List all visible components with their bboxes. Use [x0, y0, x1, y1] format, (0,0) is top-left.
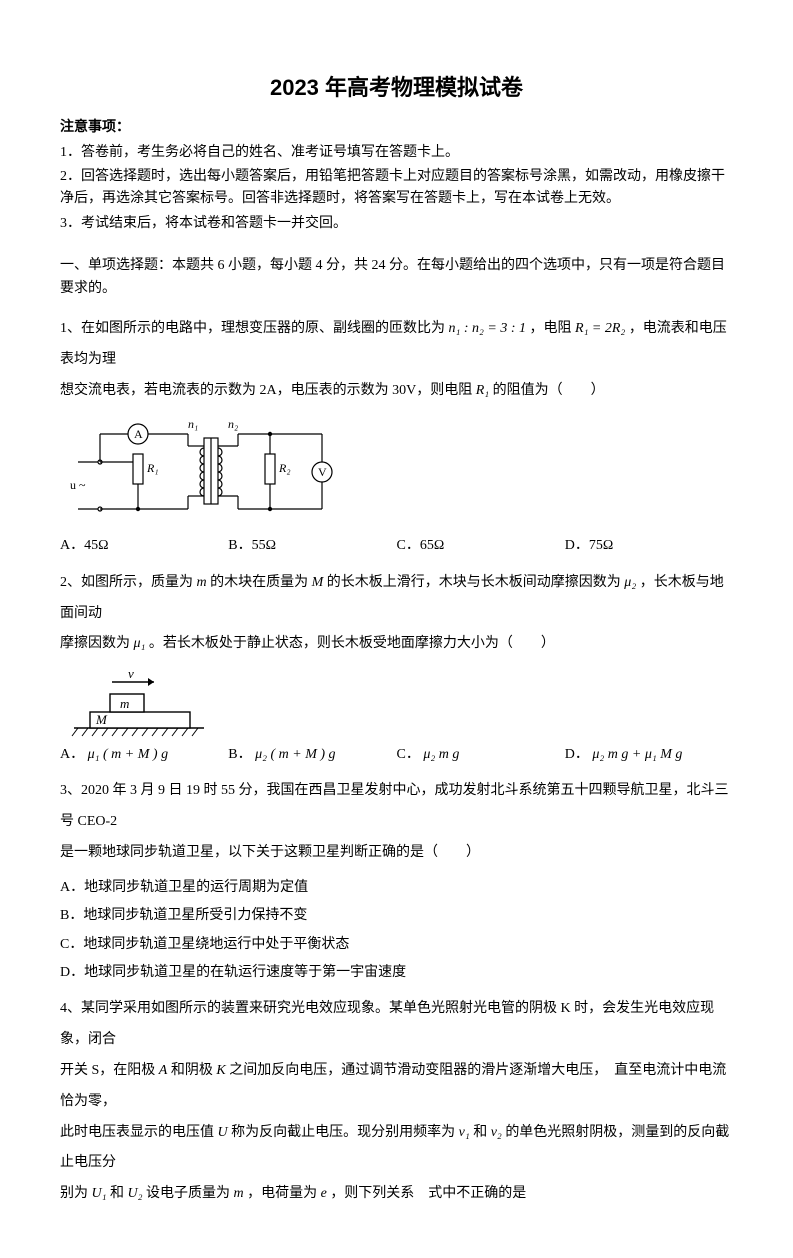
q3-line1: 3、2020 年 3 月 9 日 19 时 55 分，我国在西昌卫星发射中心，成…: [60, 783, 729, 829]
q4-l4d: ，电荷量为: [247, 1186, 321, 1201]
q4-v1: v₁: [459, 1125, 470, 1140]
q2-fig-v: v: [128, 668, 134, 681]
q4-l4c: 设电子质量为: [146, 1186, 234, 1201]
part1-heading: 一、单项选择题：本题共 6 小题，每小题 4 分，共 24 分。在每小题给出的四…: [60, 255, 733, 300]
q2-fig-M: M: [95, 712, 108, 727]
q1-figure: u ~ A V R₁ R₂ n₁ n₂: [70, 414, 733, 529]
q1-fig-R1: R₁: [146, 461, 159, 475]
q2-t3: 的长木板上滑行，木块与长木板间动摩擦因数为: [327, 575, 625, 590]
q3-opt-B: B．地球同步轨道卫星所受引力保持不变: [60, 905, 733, 927]
q2-t1: 2、如图所示，质量为: [60, 575, 197, 590]
q2-D-label: D．: [565, 747, 589, 762]
q4-l2a: 开关 S，在阳极: [60, 1063, 159, 1078]
q4: 4、某同学采用如图所示的装置来研究光电效应现象。某单色光照射光电管的阴极 K 时…: [60, 994, 733, 1210]
q4-v2: v₂: [491, 1125, 502, 1140]
q1-opt-B: B．55Ω: [228, 535, 396, 557]
q1-fig-n2: n₂: [228, 417, 238, 431]
q1-text-a: 1、在如图所示的电路中，理想变压器的原、副线圈的匝数比为: [60, 321, 449, 336]
q3: 3、2020 年 3 月 9 日 19 时 55 分，我国在西昌卫星发射中心，成…: [60, 776, 733, 868]
q3-line2: 是一颗地球同步轨道卫星，以下关于这颗卫星判断正确的是（ ）: [60, 845, 480, 860]
q1-fig-R2: R₂: [278, 461, 291, 475]
q2-opt-B: B． μ₂ ( m + M ) g: [228, 744, 396, 766]
q1-fig-n1: n₁: [188, 417, 198, 431]
q2-A-label: A．: [60, 747, 84, 762]
q2-C-math: μ₂ m g: [423, 747, 459, 762]
instruction-1: 1．答卷前，考生务必将自己的姓名、准考证号填写在答题卡上。: [60, 142, 733, 164]
q2-mu1: μ₁: [134, 636, 146, 651]
exam-title: 2023 年高考物理模拟试卷: [60, 70, 733, 105]
q2: 2、如图所示，质量为 m 的木块在质量为 M 的长木板上滑行，木块与长木板间动摩…: [60, 568, 733, 660]
q4-line1: 4、某同学采用如图所示的装置来研究光电效应现象。某单色光照射光电管的阴极 K 时…: [60, 1001, 714, 1047]
q1-circuit-svg: u ~ A V R₁ R₂ n₁ n₂: [70, 414, 350, 529]
q1-opt-D: D．75Ω: [565, 535, 733, 557]
q3-opt-D: D．地球同步轨道卫星的在轨运行速度等于第一宇宙速度: [60, 962, 733, 984]
q1-fig-A: A: [134, 427, 143, 441]
q1-text-d: 想交流电表，若电流表的示数为 2A，电压表的示数为 30V，则电阻: [60, 383, 476, 398]
q1-fig-V: V: [318, 465, 327, 479]
q2-opt-C: C． μ₂ m g: [397, 744, 565, 766]
q1-text-e: 的阻值为（ ）: [493, 383, 605, 398]
q2-t2: 的木块在质量为: [210, 575, 312, 590]
q4-l4a: 别为: [60, 1186, 92, 1201]
q2-svg: v m M: [70, 668, 210, 738]
q1-opt-A: A．45Ω: [60, 535, 228, 557]
q1-fig-u: u ~: [70, 478, 86, 492]
q1-r-rel: R₁ = 2R₂: [575, 321, 625, 336]
q4-l3c: 和: [473, 1125, 491, 1140]
q4-U1: U₁: [92, 1186, 107, 1201]
q4-l3b: 称为反向截止电压。现分别用频率为: [231, 1125, 459, 1140]
q2-A-math: μ₁ ( m + M ) g: [88, 747, 168, 762]
instruction-3: 3．考试结束后，将本试卷和答题卡一并交回。: [60, 213, 733, 235]
q2-M: M: [312, 575, 324, 590]
q4-e: e: [321, 1186, 327, 1201]
q1-r1: R₁: [476, 383, 489, 398]
q3-opt-A: A．地球同步轨道卫星的运行周期为定值: [60, 877, 733, 899]
q4-l4e: ，则下列关系 式中不正确的是: [330, 1186, 526, 1201]
q2-t6: 。若长木板处于静止状态，则长木板受地面摩擦力大小为（ ）: [149, 636, 555, 651]
q4-U: U: [218, 1125, 228, 1140]
q2-B-label: B．: [228, 747, 251, 762]
q4-l4b: 和: [110, 1186, 128, 1201]
q3-options: A．地球同步轨道卫星的运行周期为定值 B．地球同步轨道卫星所受引力保持不变 C．…: [60, 877, 733, 985]
q1: 1、在如图所示的电路中，理想变压器的原、副线圈的匝数比为 n₁ : n₂ = 3…: [60, 314, 733, 406]
q3-opt-C: C．地球同步轨道卫星绕地运行中处于平衡状态: [60, 934, 733, 956]
q2-B-math: μ₂ ( m + M ) g: [255, 747, 335, 762]
instructions-header: 注意事项：: [60, 117, 733, 139]
q2-opt-D: D． μ₂ m g + μ₁ M g: [565, 744, 733, 766]
q1-text-b: ，电阻: [530, 321, 576, 336]
q1-ratio: n₁ : n₂ = 3 : 1: [449, 321, 527, 336]
q2-fig-m: m: [120, 696, 129, 711]
q2-t5: 摩擦因数为: [60, 636, 134, 651]
q2-opt-A: A． μ₁ ( m + M ) g: [60, 744, 228, 766]
q4-K: K: [216, 1063, 225, 1078]
q4-l2b: 和阴极: [171, 1063, 217, 1078]
q4-m: m: [233, 1186, 243, 1201]
instruction-2: 2．回答选择题时，选出每小题答案后，用铅笔把答题卡上对应题目的答案标号涂黑，如需…: [60, 166, 733, 211]
q2-options: A． μ₁ ( m + M ) g B． μ₂ ( m + M ) g C． μ…: [60, 744, 733, 766]
q4-A: A: [159, 1063, 168, 1078]
q1-opt-C: C．65Ω: [397, 535, 565, 557]
q1-options: A．45Ω B．55Ω C．65Ω D．75Ω: [60, 535, 733, 557]
q2-C-label: C．: [397, 747, 420, 762]
q4-l3a: 此时电压表显示的电压值: [60, 1125, 218, 1140]
q2-m: m: [197, 575, 207, 590]
q2-figure: v m M: [70, 668, 733, 738]
q2-D-math: μ₂ m g + μ₁ M g: [592, 747, 682, 762]
q2-mu2: μ₂: [624, 575, 636, 590]
q4-U2: U₂: [127, 1186, 142, 1201]
